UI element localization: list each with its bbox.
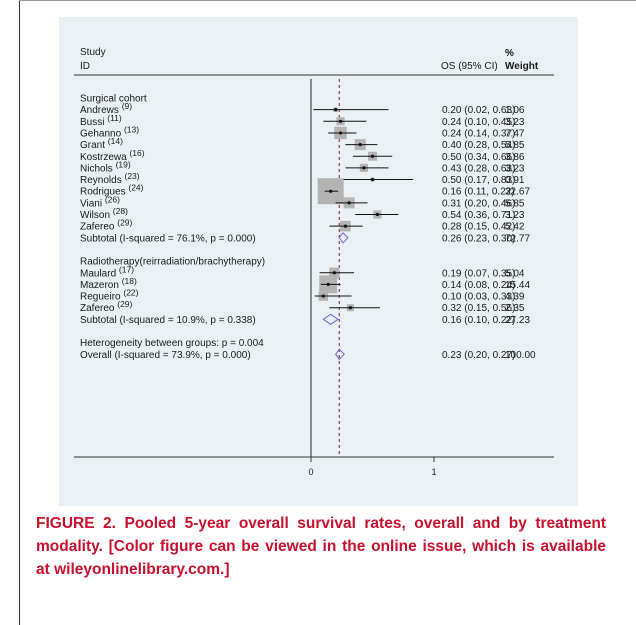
study-reference: (22) [123,288,138,298]
subtotal-label: Subtotal (I-squared = 76.1%, p = 0.000) [80,233,256,244]
effect-estimate-text: 0.24 (0.10, 0.45) [442,117,515,128]
x-tick-label: 0 [308,467,313,477]
study-reference: (18) [122,276,137,286]
subtotal-diamond [338,232,349,244]
study-reference: (24) [128,183,143,193]
study-reference: (29) [117,299,132,309]
weight-text: 27.23 [505,315,530,326]
weight-text: 2.35 [505,303,525,314]
point-estimate [334,108,338,112]
effect-estimate-text: 0.20 (0.02, 0.63) [442,105,515,116]
point-estimate [370,177,375,182]
point-estimate [347,201,351,205]
overall-diamond [334,348,345,361]
effect-estimate-text: 0.23 (0.20, 0.27) [442,350,515,361]
point-estimate [375,212,380,217]
point-estimate [362,166,366,170]
group-label: Surgical cohort [80,94,147,105]
effect-estimate-text: 0.16 (0.11, 0.22) [442,187,515,198]
weight-text: 100.00 [505,350,536,361]
weight-text: 3.23 [505,210,525,221]
weight-text: 0.91 [505,175,525,186]
header-effect: OS (95% CI) [441,61,498,72]
effect-estimate-text: 0.19 (0.07, 0.35) [442,268,515,279]
weight-text: 32.67 [505,187,530,198]
effect-estimate-text: 0.31 (0.20, 0.46) [442,198,515,209]
point-estimate [358,143,362,147]
weight-text: 5.85 [505,198,525,209]
weight-text: 3.23 [505,117,525,128]
weight-text: 3.23 [505,163,525,174]
study-reference: (29) [117,218,132,228]
study-reference: (28) [113,206,128,216]
heterogeneity-note: Heterogeneity between groups: p = 0.004 [80,338,264,349]
header-weight: Weight [505,61,539,72]
point-estimate [332,271,336,275]
study-name: Rodrigues (24) [80,183,144,198]
header-id: ID [80,61,90,72]
study-reference: (9) [122,101,133,111]
point-estimate [329,189,333,193]
study-name: Andrews (9) [80,101,132,116]
point-estimate [338,119,343,123]
study-reference: (26) [105,194,120,204]
header-study: Study [80,47,106,58]
page-border-left [19,0,20,625]
effect-estimate-text: 0.32 (0.15, 0.56) [442,303,515,314]
point-estimate [370,154,375,158]
effect-estimate-text: 0.16 (0.10, 0.22) [442,315,515,326]
point-estimate [321,294,325,298]
effect-estimate-text: 0.40 (0.28, 0.54) [442,140,515,151]
effect-estimate-text: 0.24 (0.14, 0.37) [442,128,515,139]
point-estimate [338,131,343,135]
subtotal-diamond [322,313,339,325]
study-reference: (23) [124,171,139,181]
effect-estimate-text: 0.54 (0.36, 0.71) [442,210,515,221]
weight-text: 7.47 [505,128,525,139]
point-estimate [326,282,330,286]
weight-text: 1.06 [505,105,525,116]
figure-caption: FIGURE 2. Pooled 5-year overall survival… [36,515,606,578]
weight-text: 15.44 [505,280,530,291]
group-label: Radiotherapy(reirradiation/brachytherapy… [80,257,265,268]
header-weight-pct: % [505,48,514,59]
effect-estimate-text: 0.28 (0.15, 0.42) [442,222,515,233]
effect-estimate-text: 0.14 (0.08, 0.24) [442,280,515,291]
page-border-top [19,0,636,1]
point-estimate [343,224,348,228]
forest-plot: Study ID OS (95% CI) % Weight Surgical c… [74,47,554,477]
effect-estimate-text: 0.10 (0.03, 0.33) [442,292,515,303]
study-reference: (14) [108,136,123,146]
weight-text: 72.77 [505,233,530,244]
weight-text: 4.39 [505,292,525,303]
effect-estimate-text: 0.50 (0.34, 0.66) [442,152,515,163]
weight-text: 5.04 [505,268,525,279]
subtotal-label: Subtotal (I-squared = 10.9%, p = 0.338) [80,315,256,326]
effect-estimate-text: 0.43 (0.28, 0.63) [442,163,515,174]
study-reference: (17) [119,264,134,274]
study-name: Kostrzewa (16) [80,148,145,163]
effect-estimate-text: 0.26 (0.23, 0.30) [442,233,515,244]
weight-text: 3.86 [505,152,525,163]
point-estimate [348,306,352,310]
weight-text: 5.85 [505,140,525,151]
study-reference: (11) [107,113,122,123]
study-reference: (13) [124,124,139,134]
weight-text: 5.42 [505,222,525,233]
effect-estimate-text: 0.50 (0.17, 0.83) [442,175,515,186]
study-reference: (19) [116,159,131,169]
figure-panel [59,17,578,506]
overall-label: Overall (I-squared = 73.9%, p = 0.000) [80,350,251,361]
x-tick-label: 1 [431,467,436,477]
study-reference: (16) [129,148,144,158]
